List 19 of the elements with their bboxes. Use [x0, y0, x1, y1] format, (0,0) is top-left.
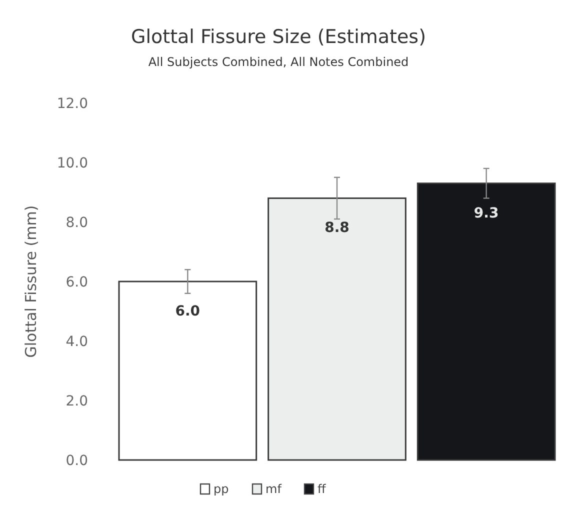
legend-label: mf	[266, 482, 282, 496]
data-label: 6.0	[175, 304, 200, 320]
y-tick-label: 8.0	[66, 215, 88, 231]
legend-label: ff	[318, 482, 326, 496]
y-tick-label: 12.0	[56, 96, 88, 112]
data-label: 8.8	[324, 220, 350, 236]
y-tick-label: 10.0	[56, 156, 88, 172]
y-axis-title: Glottal Fissure (mm)	[22, 205, 40, 358]
y-tick-label: 6.0	[66, 274, 88, 290]
bar	[118, 280, 258, 461]
y-tick-label: 0.0	[66, 453, 88, 469]
y-tick-label: 4.0	[66, 334, 88, 350]
bar	[268, 197, 406, 461]
chart-subtitle: All Subjects Combined, All Notes Combined	[148, 55, 409, 69]
legend-label: pp	[214, 482, 229, 496]
chart-title: Glottal Fissure Size (Estimates)	[131, 26, 426, 48]
data-label: 9.3	[474, 205, 499, 222]
y-tick-label: 2.0	[66, 394, 88, 410]
bar	[416, 182, 556, 461]
